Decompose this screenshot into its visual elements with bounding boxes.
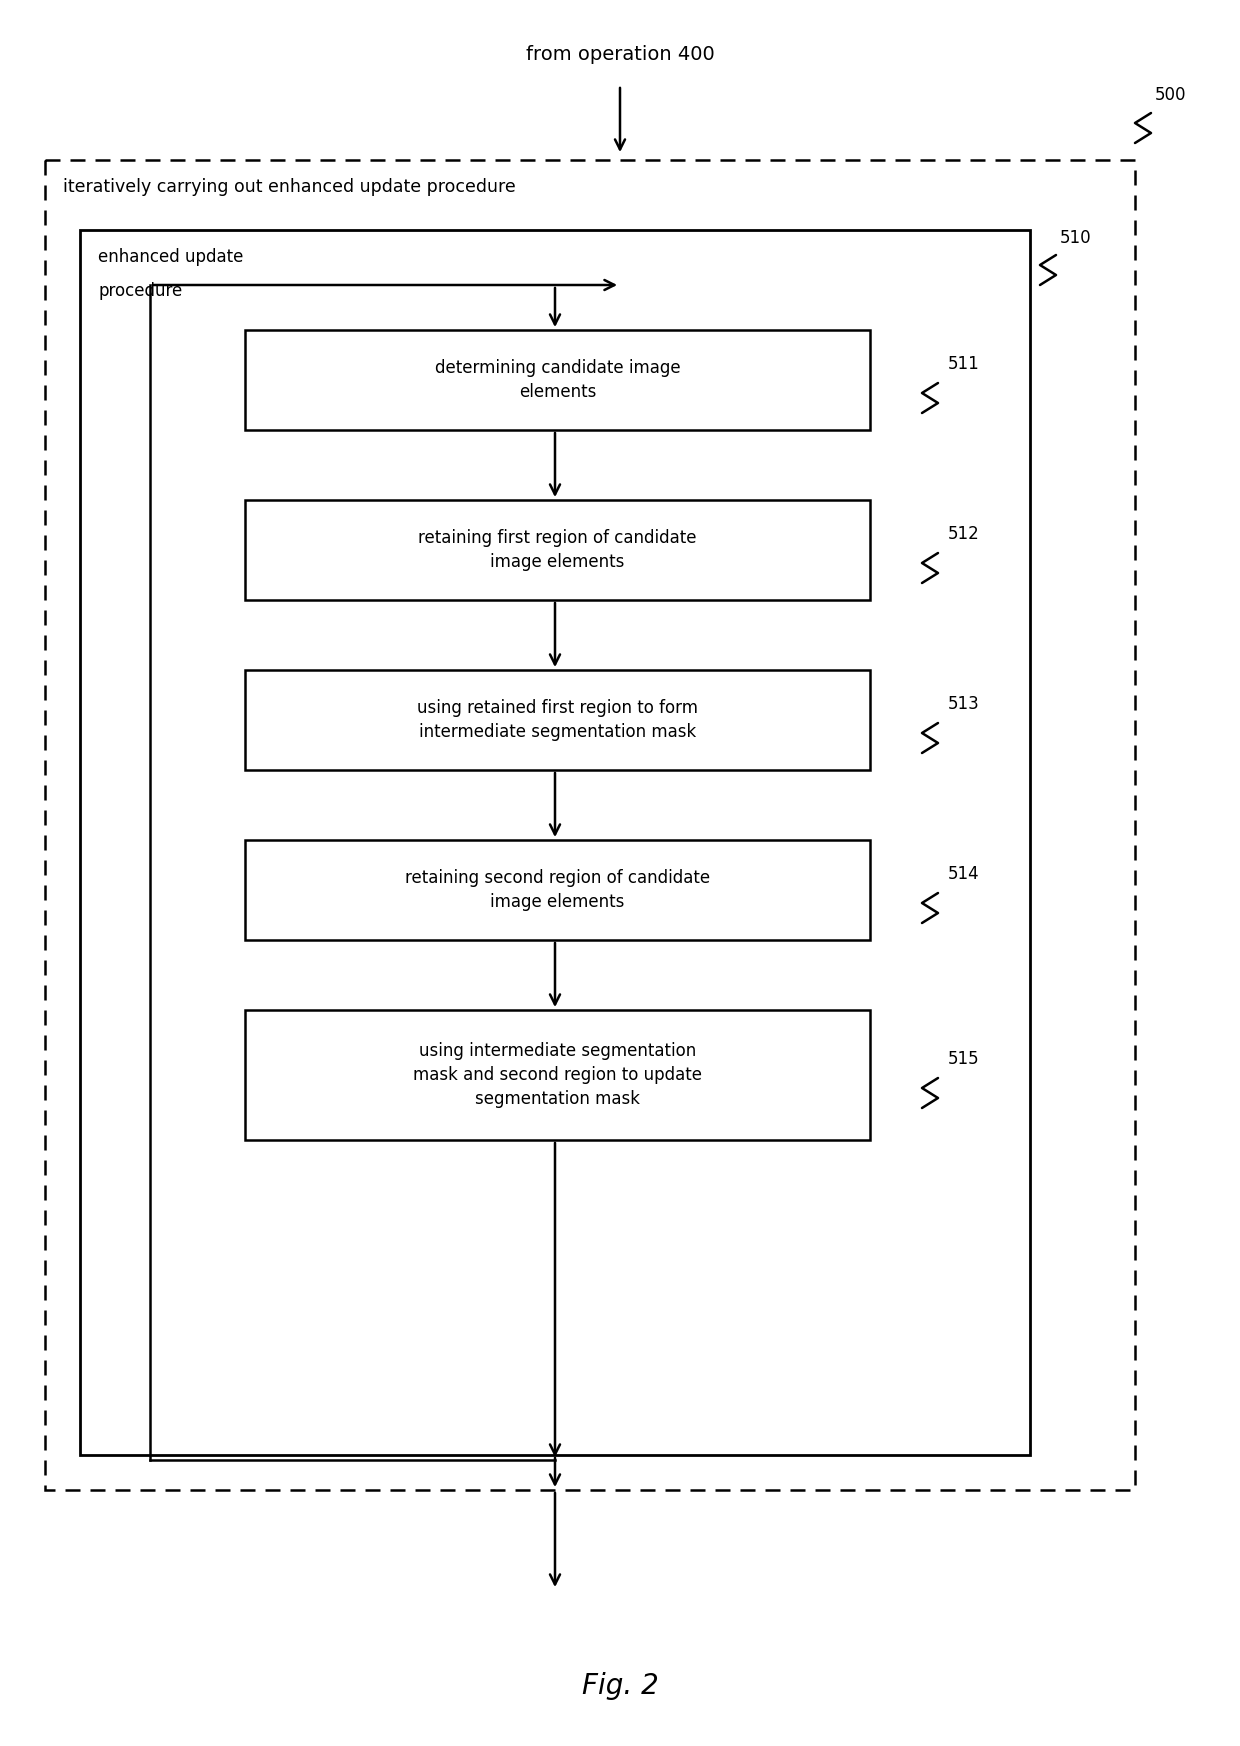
Text: 500: 500 [1154,86,1187,105]
Text: determining candidate image
elements: determining candidate image elements [435,360,681,402]
Text: retaining first region of candidate
image elements: retaining first region of candidate imag… [418,529,697,571]
Bar [246,499,870,601]
Bar [81,230,1030,1454]
Text: 513: 513 [949,695,980,712]
Text: iteratively carrying out enhanced update procedure: iteratively carrying out enhanced update… [63,178,516,196]
Bar [246,840,870,939]
Bar [246,330,870,430]
Text: 512: 512 [949,526,980,543]
Text: from operation 400: from operation 400 [526,45,714,65]
Bar [246,670,870,770]
Text: enhanced update: enhanced update [98,248,243,265]
Bar [246,1009,870,1140]
Text: retaining second region of candidate
image elements: retaining second region of candidate ima… [405,870,711,911]
Text: using retained first region to form
intermediate segmentation mask: using retained first region to form inte… [417,698,698,740]
Text: procedure: procedure [98,283,182,300]
Text: Fig. 2: Fig. 2 [582,1673,658,1701]
Text: using intermediate segmentation
mask and second region to update
segmentation ma: using intermediate segmentation mask and… [413,1042,702,1107]
Text: 510: 510 [1060,229,1091,246]
Bar [45,161,1135,1489]
Text: 514: 514 [949,864,980,883]
Text: 515: 515 [949,1049,980,1069]
Text: 511: 511 [949,354,980,374]
